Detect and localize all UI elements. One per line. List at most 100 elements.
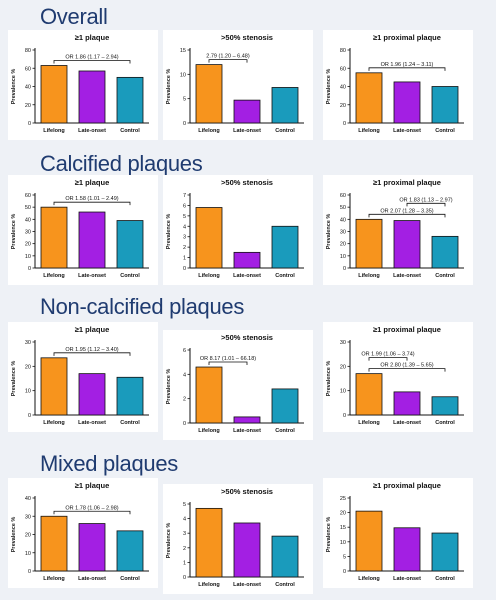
bar-lifelong [40,65,68,124]
y-tick-label: 2 [183,546,186,552]
y-tick-label: 1 [183,560,186,566]
x-category-label: Lifelong [358,420,379,426]
bar-control [271,87,299,124]
bar-late-onset [393,81,421,124]
y-tick-label: 40 [25,217,31,223]
significance-bracket [53,60,131,64]
y-tick-label: 20 [25,364,31,370]
chart-title: ≥1 plaque [75,481,110,490]
x-category-label: Lifelong [43,273,64,279]
y-tick-label: 6 [183,348,186,354]
x-category-label: Lifelong [198,273,219,279]
y-tick-label: 20 [340,364,346,370]
bar-late-onset [78,373,106,416]
y-tick-label: 40 [25,85,31,91]
bar-lifelong [195,507,223,578]
y-axis-label: Prevalence % [11,517,17,553]
x-category-label: Late-onset [78,273,106,279]
bar-late-onset [233,251,261,269]
chart-overall-proximal: ≥1 proximal plaque Prevalence % 0 20 40 60 80 L… [323,30,473,140]
x-category-label: Late-onset [233,428,261,434]
y-tick-label: 2 [183,397,186,403]
y-tick-label: 60 [25,193,31,199]
y-axis-label: Prevalence % [166,369,172,405]
y-tick-label: 60 [340,193,346,199]
x-category-label: Late-onset [393,128,421,134]
x-category-label: Lifelong [358,273,379,279]
bar-control [431,396,459,416]
significance-bracket [368,357,408,361]
y-axis-label: Prevalence % [11,69,17,105]
y-tick-label: 0 [28,413,31,419]
y-axis-label: Prevalence % [11,214,17,250]
y-tick-label: 30 [340,230,346,236]
bar-late-onset [233,522,261,578]
y-tick-label: 20 [25,242,31,248]
x-category-label: Control [435,420,455,426]
y-tick-label: 6 [183,203,186,209]
bar-late-onset [78,211,106,269]
bar-lifelong [40,357,68,416]
odds-ratio-annotation: OR 2.07 (1.28 – 3.35) [380,208,433,214]
y-tick-label: 20 [340,103,346,109]
y-tick-label: 60 [25,66,31,72]
chart-title: ≥1 proximal plaque [373,178,441,187]
significance-bracket [368,213,446,218]
chart-noncalcified-stenosis: >50% stenosis Prevalence % 0 2 4 6 Lifelong Lat… [163,330,313,440]
x-category-label: Lifelong [358,576,379,582]
x-category-label: Lifelong [198,582,219,588]
y-tick-label: 0 [343,413,346,419]
y-axis-label: Prevalence % [166,69,172,105]
chart-title: ≥1 plaque [75,33,110,42]
x-category-label: Late-onset [393,576,421,582]
significance-bracket [53,201,131,206]
odds-ratio-annotation: OR 1.78 (1.06 – 2.98) [65,505,118,511]
bar-control [431,86,459,124]
x-category-label: Control [275,273,295,279]
y-tick-label: 80 [25,48,31,54]
odds-ratio-annotation: 2.79 (1.20 – 6.48) [206,54,250,60]
y-tick-label: 30 [340,340,346,346]
bar-lifelong [195,366,223,424]
chart-calcified-plaque: ≥1 plaque Prevalence % 0 10 20 30 40 50 60 Lifelo… [8,175,158,285]
y-tick-label: 5 [183,214,186,220]
chart-overall-stenosis: >50% stenosis Prevalence % 0 5 10 15 Lifelong L… [163,30,313,140]
odds-ratio-annotation: OR 1.99 (1.06 – 3.74) [361,352,414,358]
x-category-label: Control [435,576,455,582]
odds-ratio-annotation: OR 8.17 (1.01 – 66.18) [200,356,256,362]
section-title-mixed: Mixed plaques [40,451,178,476]
bar-control [271,535,299,578]
x-category-label: Control [435,273,455,279]
x-category-label: Late-onset [78,576,106,582]
bar-lifelong [195,64,223,124]
bar-late-onset [393,391,421,416]
y-tick-label: 40 [340,85,346,91]
y-axis-label: Prevalence % [326,517,332,553]
chart-noncalcified-plaque: ≥1 plaque Prevalence % 0 10 20 30 Lifelong Late… [8,322,158,432]
bar-lifelong [355,218,383,269]
bar-late-onset [393,220,421,269]
bar-lifelong [40,206,68,269]
odds-ratio-annotation: OR 2.80 (1.39 – 5.65) [380,363,433,369]
x-category-label: Control [275,128,295,134]
y-axis-label: Prevalence % [166,214,172,250]
chart-calcified-proximal: ≥1 proximal plaque Prevalence % 0 10 20 30 40 5… [323,175,473,285]
chart-mixed-stenosis: >50% stenosis Prevalence % 0 1 2 3 4 5 Lifelong L… [163,484,313,594]
odds-ratio-annotation: OR 1.96 (1.24 – 3.11) [381,62,434,68]
y-axis-label: Prevalence % [326,214,332,250]
y-tick-label: 20 [25,533,31,539]
significance-bracket [208,361,248,366]
x-category-label: Control [120,420,140,426]
y-tick-label: 0 [183,421,186,427]
bar-late-onset [393,527,421,572]
bar-control [431,235,459,269]
y-tick-label: 0 [183,575,186,581]
odds-ratio-annotation: OR 1.83 (1.13 – 2.97) [399,197,452,203]
y-tick-label: 10 [340,540,346,546]
chart-overall-plaque: ≥1 plaque Prevalence % 0 20 40 60 80 Lifelong La… [8,30,158,140]
y-axis-label: Prevalence % [326,361,332,397]
y-tick-label: 60 [340,66,346,72]
y-tick-label: 0 [343,266,346,272]
bar-control [116,220,144,269]
y-tick-label: 5 [343,554,346,560]
